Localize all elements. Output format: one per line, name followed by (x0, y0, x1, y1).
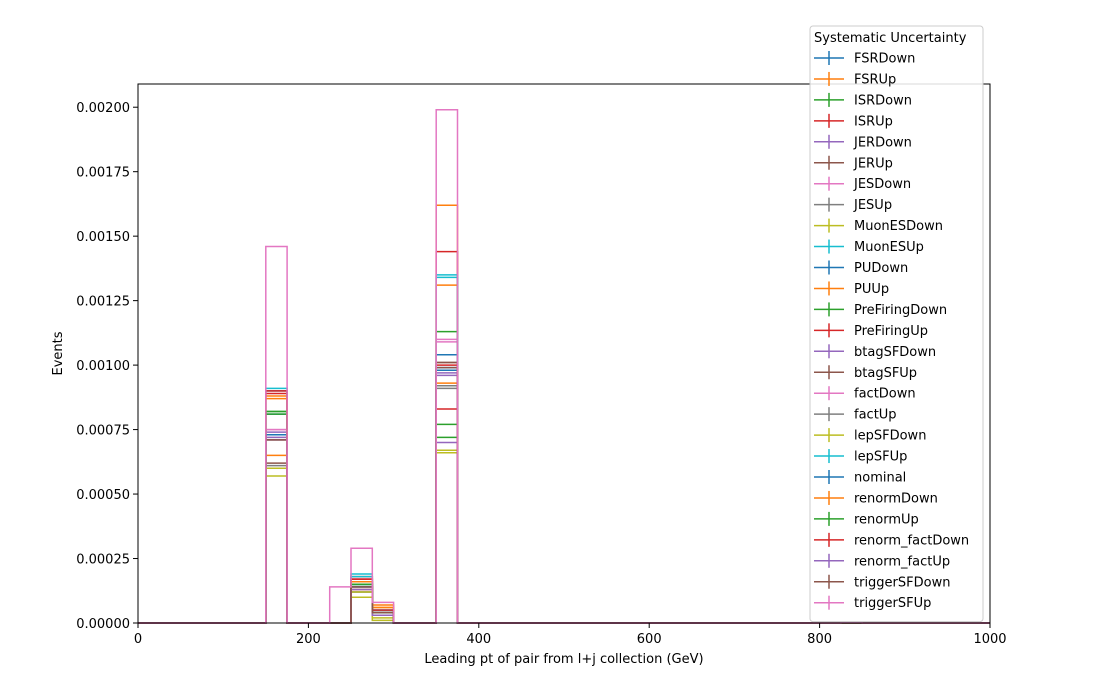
legend-label: PreFiringUp (854, 324, 928, 339)
y-tick-label: 0.00075 (76, 424, 130, 439)
legend-label: PUDown (854, 261, 908, 276)
legend-entry-ISRUp: ISRUp (814, 113, 893, 129)
legend-label: triggerSFUp (854, 596, 931, 611)
y-tick-label: 0.00175 (76, 166, 130, 181)
legend-label: renormUp (854, 512, 919, 527)
legend: Systematic Uncertainty FSRDown FSRUp ISRDo… (809, 25, 984, 623)
legend-label: JERDown (853, 135, 912, 150)
legend-entry-btagSFDown: btagSFDown (814, 344, 936, 360)
legend-label: PUUp (854, 282, 889, 297)
legend-label: PreFiringDown (854, 303, 947, 318)
legend-items: FSRDown FSRUp ISRDown ISRUp JERDown JERUp JESD… (814, 51, 969, 611)
legend-label: triggerSFDown (854, 575, 950, 590)
legend-label: MuonESUp (854, 240, 924, 255)
x-axis-title: Leading pt of pair from l+j collection (… (424, 652, 703, 667)
legend-label: lepSFUp (854, 450, 907, 465)
legend-label: renorm_factDown (854, 533, 969, 548)
y-tick-label: 0.00100 (76, 359, 130, 374)
x-tick-label: 800 (807, 632, 832, 647)
x-axis-ticks: 0 200 400 600 800 1000 (134, 623, 1007, 647)
series-line-triggerSFUp (138, 109, 990, 624)
x-tick-label: 600 (637, 632, 662, 647)
legend-entry-JERDown: JERDown (814, 134, 912, 150)
legend-label: factUp (854, 408, 897, 423)
x-tick-label: 0 (134, 632, 142, 647)
legend-entry-PUUp: PUUp (814, 281, 889, 297)
legend-label: nominal (854, 471, 906, 486)
legend-entry-FSRDown: FSRDown (814, 51, 915, 67)
legend-label: FSRDown (854, 52, 915, 67)
legend-label: ISRDown (854, 93, 912, 108)
legend-entry-renorm_factUp: renorm_factUp (814, 553, 950, 569)
legend-label: JESDown (853, 177, 911, 192)
legend-entry-JESDown: JESDown (814, 176, 911, 192)
legend-entry-lepSFDown: lepSFDown (814, 428, 926, 444)
x-tick-label: 200 (296, 632, 321, 647)
legend-label: JERUp (853, 156, 893, 171)
legend-entry-factDown: factDown (814, 386, 916, 402)
legend-title: Systematic Uncertainty (814, 31, 967, 46)
legend-entry-factUp: factUp (814, 407, 897, 423)
legend-entry-MuonESDown: MuonESDown (814, 218, 943, 234)
legend-label: renorm_factUp (854, 554, 950, 569)
legend-entry-nominal: nominal (814, 470, 906, 486)
legend-entry-PUDown: PUDown (814, 260, 908, 276)
legend-label: btagSFUp (854, 366, 917, 381)
y-tick-label: 0.00050 (76, 488, 130, 503)
x-tick-label: 400 (466, 632, 491, 647)
legend-entry-PreFiringDown: PreFiringDown (814, 302, 947, 318)
legend-entry-renormUp: renormUp (814, 511, 919, 527)
legend-label: btagSFDown (854, 345, 936, 360)
legend-entry-MuonESUp: MuonESUp (814, 239, 924, 255)
legend-label: lepSFDown (854, 429, 926, 444)
y-tick-label: 0.00125 (76, 295, 130, 310)
legend-label: factDown (854, 387, 916, 402)
legend-entry-triggerSFUp: triggerSFUp (814, 595, 931, 611)
legend-label: ISRUp (854, 114, 893, 129)
legend-entry-FSRUp: FSRUp (814, 71, 896, 87)
y-axis-title: Events (51, 331, 66, 375)
legend-entry-triggerSFDown: triggerSFDown (814, 574, 950, 590)
legend-label: FSRUp (854, 72, 896, 87)
legend-label: MuonESDown (854, 219, 943, 234)
legend-entry-ISRDown: ISRDown (814, 92, 912, 108)
y-tick-label: 0.00025 (76, 553, 130, 568)
axes-frame (137, 83, 991, 624)
y-tick-label: 0.00150 (76, 230, 130, 245)
legend-entry-JESUp: JESUp (814, 197, 892, 213)
legend-label: JESUp (853, 198, 892, 213)
y-tick-label: 0.00200 (76, 101, 130, 116)
legend-frame (809, 25, 984, 623)
legend-entry-PreFiringUp: PreFiringUp (814, 323, 928, 339)
y-tick-label: 0.00000 (76, 617, 130, 632)
legend-entry-JERUp: JERUp (814, 155, 893, 171)
legend-label: renormDown (854, 491, 938, 506)
legend-entry-lepSFUp: lepSFUp (814, 449, 907, 465)
legend-entry-renormDown: renormDown (814, 490, 938, 506)
legend-entry-btagSFUp: btagSFUp (814, 365, 917, 381)
legend-entry-renorm_factDown: renorm_factDown (814, 532, 969, 548)
x-tick-label: 1000 (973, 632, 1006, 647)
y-axis-ticks: 0.00000 0.00025 0.00050 0.00075 0.00100 0.001… (76, 101, 138, 632)
